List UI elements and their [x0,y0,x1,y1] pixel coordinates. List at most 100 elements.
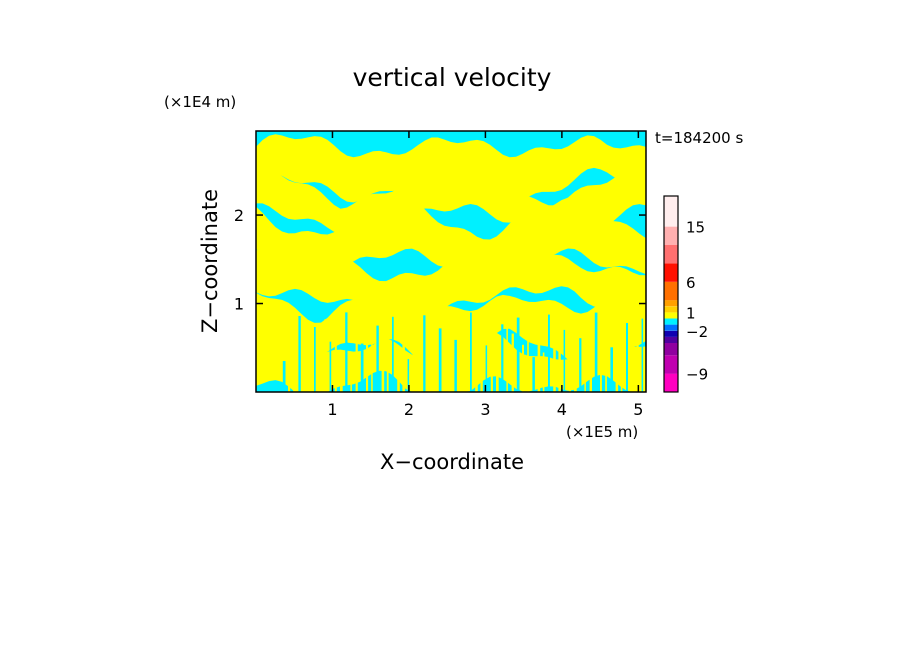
velocity-streak [475,357,478,392]
velocity-streak [340,353,343,392]
velocity-streak [516,317,520,392]
velocity-streak [464,351,467,392]
velocity-streak [449,320,451,392]
velocity-streak [371,332,373,392]
velocity-streak [444,329,446,392]
velocity-streak [558,319,561,392]
velocity-streak [470,312,472,392]
x-tick-label: 3 [480,400,490,419]
velocity-streak [496,334,499,392]
velocity-streak [501,324,504,392]
y-tick-label: 2 [234,206,244,225]
velocity-streak [376,325,379,392]
y-axis-label: Z−coordinate [198,189,222,333]
velocity-streak [298,316,301,392]
velocity-streak [506,324,508,392]
velocity-streak [626,323,628,392]
colorbar-swatch [664,324,678,331]
velocity-streak [397,346,400,392]
time-label: t=184200 s [655,129,743,147]
velocity-streak [293,348,295,392]
velocity-streak [350,355,352,392]
colorbar-swatch [664,245,678,264]
velocity-streak [402,313,405,392]
x-tick-label: 5 [633,400,643,419]
x-tick-label: 1 [327,400,337,419]
colorbar-swatch [664,343,678,356]
velocity-streak [345,312,348,392]
velocity-streak [605,313,607,392]
x-tick-label: 4 [557,400,567,419]
velocity-streak [636,332,639,392]
colorbar-swatch [664,226,678,245]
colorbar-label: 1 [686,304,696,322]
chart-title: vertical velocity [353,63,552,92]
velocity-streak [574,321,577,392]
colorbar: 15 6 1−2 −9 [663,195,708,393]
velocity-streak [360,343,364,392]
velocity-streak [631,326,634,392]
velocity-streak [428,338,430,392]
velocity-streak [563,329,566,392]
colorbar-swatch [664,318,678,325]
velocity-streak [532,357,535,392]
velocity-streak [334,314,337,392]
velocity-streak [568,327,571,392]
positive-band [256,285,646,368]
colorbar-label: −9 [686,366,708,384]
x-tick-label: 2 [404,400,414,419]
velocity-streak [584,315,586,392]
velocity-streak [589,349,592,392]
x-axis: 1 2 3 4 5 [327,131,643,419]
colorbar-swatch [664,300,678,307]
plot-frame [255,130,647,393]
velocity-streak [537,312,541,392]
velocity-streak [407,359,410,392]
colorbar-label: −2 [686,323,708,341]
velocity-streak [542,352,545,392]
velocity-streak [438,328,442,392]
velocity-streak [548,314,550,392]
velocity-streak [392,316,394,392]
velocity-streak [355,313,358,392]
velocity-streak [620,335,623,392]
colorbar-swatch [664,263,678,282]
x-axis-label: X−coordinate [380,450,524,474]
positive-band [256,242,646,321]
velocity-streak [366,318,369,392]
colorbar-swatch [664,373,678,392]
colorbar-swatch [664,306,678,313]
x-unit-label: (×1E5 m) [566,423,638,441]
colorbar-frame [663,195,679,393]
velocity-streak [303,337,307,392]
velocity-streak [480,313,483,392]
velocity-streak [485,345,488,392]
y-axis: 12 [234,206,646,314]
velocity-streak [308,322,311,392]
colorbar-swatch [664,281,678,301]
velocity-streak [553,340,556,392]
velocity-streak [641,318,644,392]
velocity-streak [314,327,316,392]
velocity-streak [412,312,415,392]
y-tick-label: 1 [234,295,244,314]
colorbar-label: 6 [686,274,696,292]
velocity-streak [527,313,529,392]
velocity-streak [418,350,421,392]
velocity-streak [319,331,322,392]
positive-band [256,134,646,204]
velocity-streaks [282,312,644,392]
velocity-streak [579,338,582,392]
velocity-streak [522,344,524,392]
velocity-streak [433,321,436,392]
velocity-field [256,134,646,392]
velocity-streak [329,341,332,392]
colorbar-label: 15 [686,219,705,237]
velocity-streak [381,323,385,392]
velocity-streak [600,359,602,392]
velocity-streak [459,314,463,392]
colorbar-swatch [664,196,678,227]
velocity-streak [490,317,493,392]
velocity-streak [324,319,327,392]
